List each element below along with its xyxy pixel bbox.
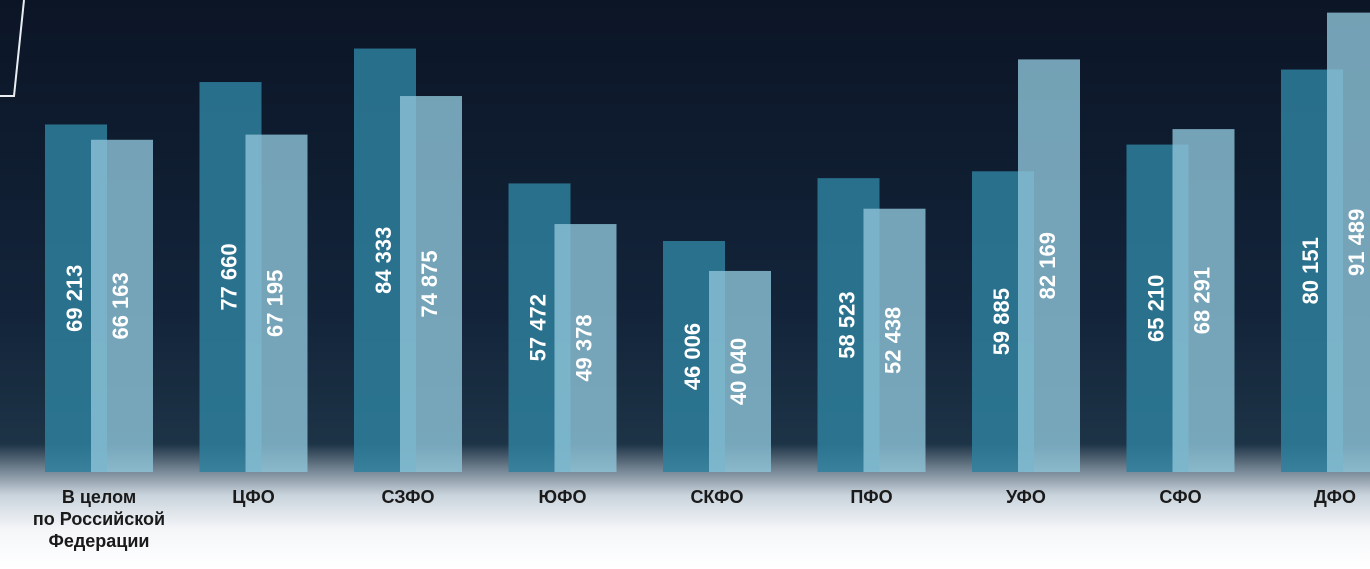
value-label: 80 151 (1298, 237, 1323, 304)
category-label: СЗФО (381, 487, 435, 507)
category-label: ПФО (850, 487, 893, 507)
bar (91, 139, 153, 472)
decor-bracket (0, 0, 25, 97)
value-label: 91 489 (1344, 209, 1369, 276)
bar (1018, 59, 1080, 472)
category-label: ЮФО (538, 487, 587, 507)
category-label: СФО (1159, 487, 1202, 507)
value-label: 66 163 (108, 272, 133, 339)
bar (400, 96, 462, 472)
value-label: 40 040 (726, 338, 751, 405)
value-label: 49 378 (571, 314, 596, 381)
category-label: ДФО (1314, 487, 1356, 507)
bar (709, 270, 771, 472)
value-label: 74 875 (417, 250, 442, 317)
value-label: 52 438 (880, 307, 905, 374)
bar (863, 208, 926, 472)
value-label: 46 006 (680, 323, 705, 390)
value-label: 57 472 (525, 294, 550, 361)
value-label: 82 169 (1035, 232, 1060, 299)
category-label: СКФО (690, 487, 744, 507)
bar (554, 224, 617, 472)
category-label: ЦФО (232, 487, 275, 507)
category-label: В целом по Российской Федерации (32, 487, 166, 551)
category-label: УФО (1006, 487, 1046, 507)
value-label: 67 195 (262, 270, 287, 337)
bar (1327, 12, 1370, 472)
value-label: 59 885 (989, 288, 1014, 355)
value-label: 58 523 (834, 291, 859, 358)
bar (245, 134, 308, 472)
value-label: 84 333 (371, 227, 396, 294)
value-label: 65 210 (1143, 275, 1168, 342)
bar (1172, 129, 1235, 473)
value-label: 69 213 (62, 265, 87, 332)
value-label: 68 291 (1189, 267, 1214, 334)
value-label: 77 660 (216, 243, 241, 310)
